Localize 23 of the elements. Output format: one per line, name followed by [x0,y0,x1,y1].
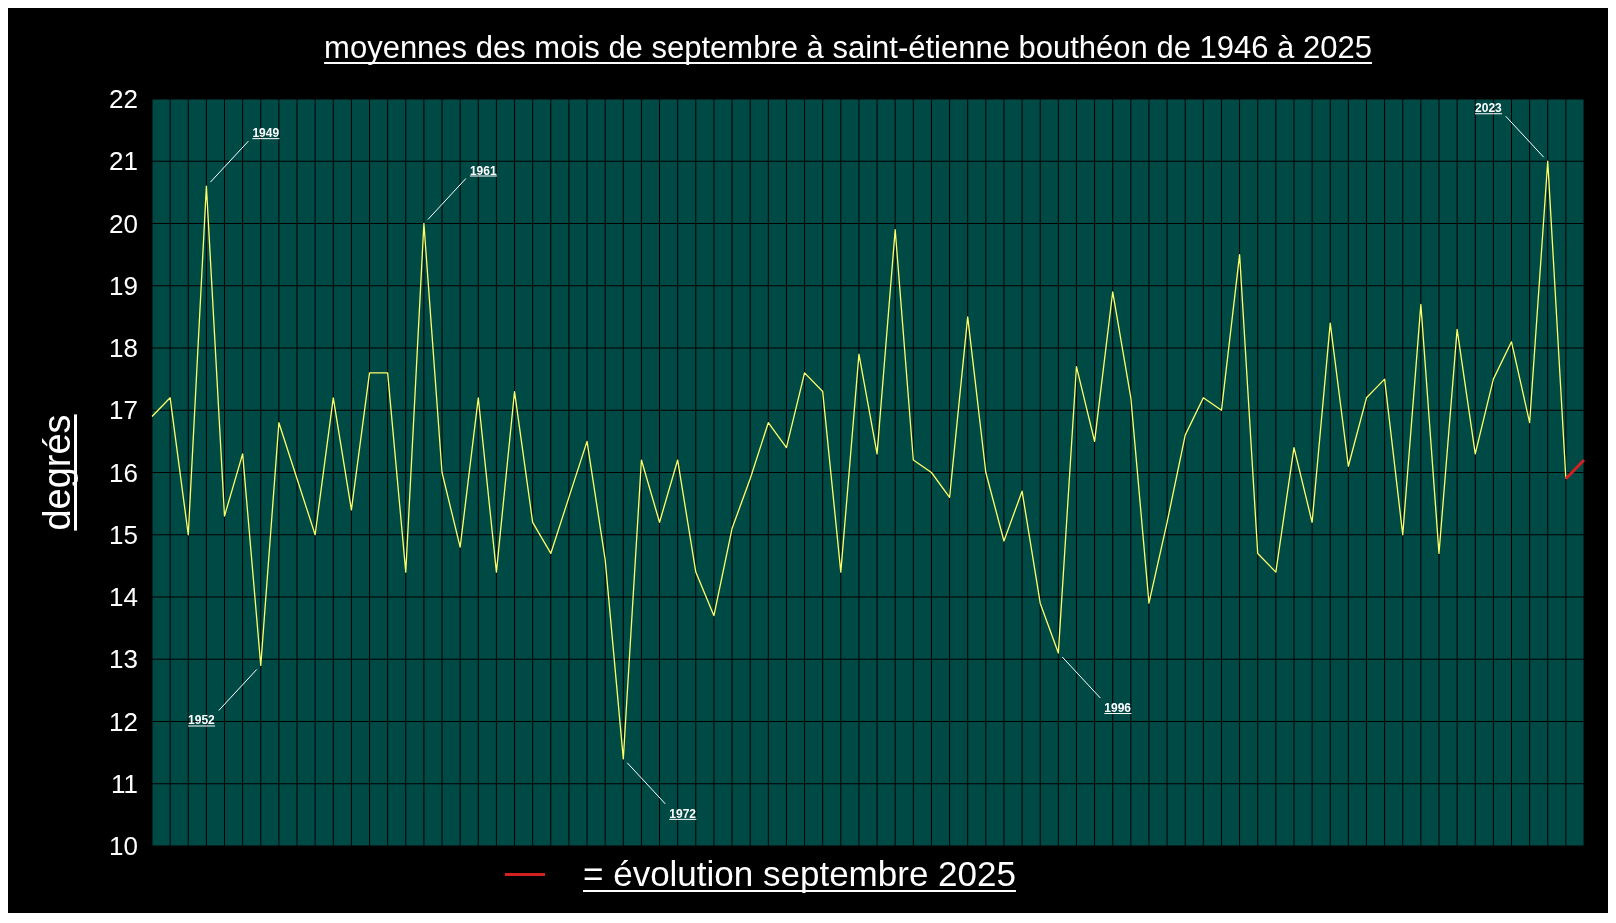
y-tick-label: 21 [109,146,138,177]
legend-label: = évolution septembre 2025 [583,854,1016,893]
line-series [151,160,1567,760]
annotation: 1952 [188,713,216,728]
annotation: 1996 [1104,701,1132,716]
y-tick-label: 13 [109,644,138,675]
y-tick-label: 17 [109,395,138,426]
y-tick-label: 18 [109,333,138,364]
y-tick-label: 11 [111,768,138,799]
y-tick-label: 20 [109,208,138,239]
y-tick-label: 10 [109,831,138,862]
y-tick-label: 15 [109,519,138,550]
y-tick-label: 16 [109,457,138,488]
y-axis-title: degrés [36,414,78,531]
annotation: 1949 [252,126,280,141]
y-tick-label: 22 [109,84,138,115]
annotation: 1961 [469,163,497,178]
y-tick-label: 12 [109,706,138,737]
y-tick-label: 14 [109,582,138,613]
annotation: 1972 [669,806,697,821]
chart-title: moyennes des mois de septembre à saint-étienne bouthéon de 1946 à 2025 [324,30,1372,65]
annotation: 2023 [1475,101,1503,116]
y-tick-label: 19 [109,270,138,301]
